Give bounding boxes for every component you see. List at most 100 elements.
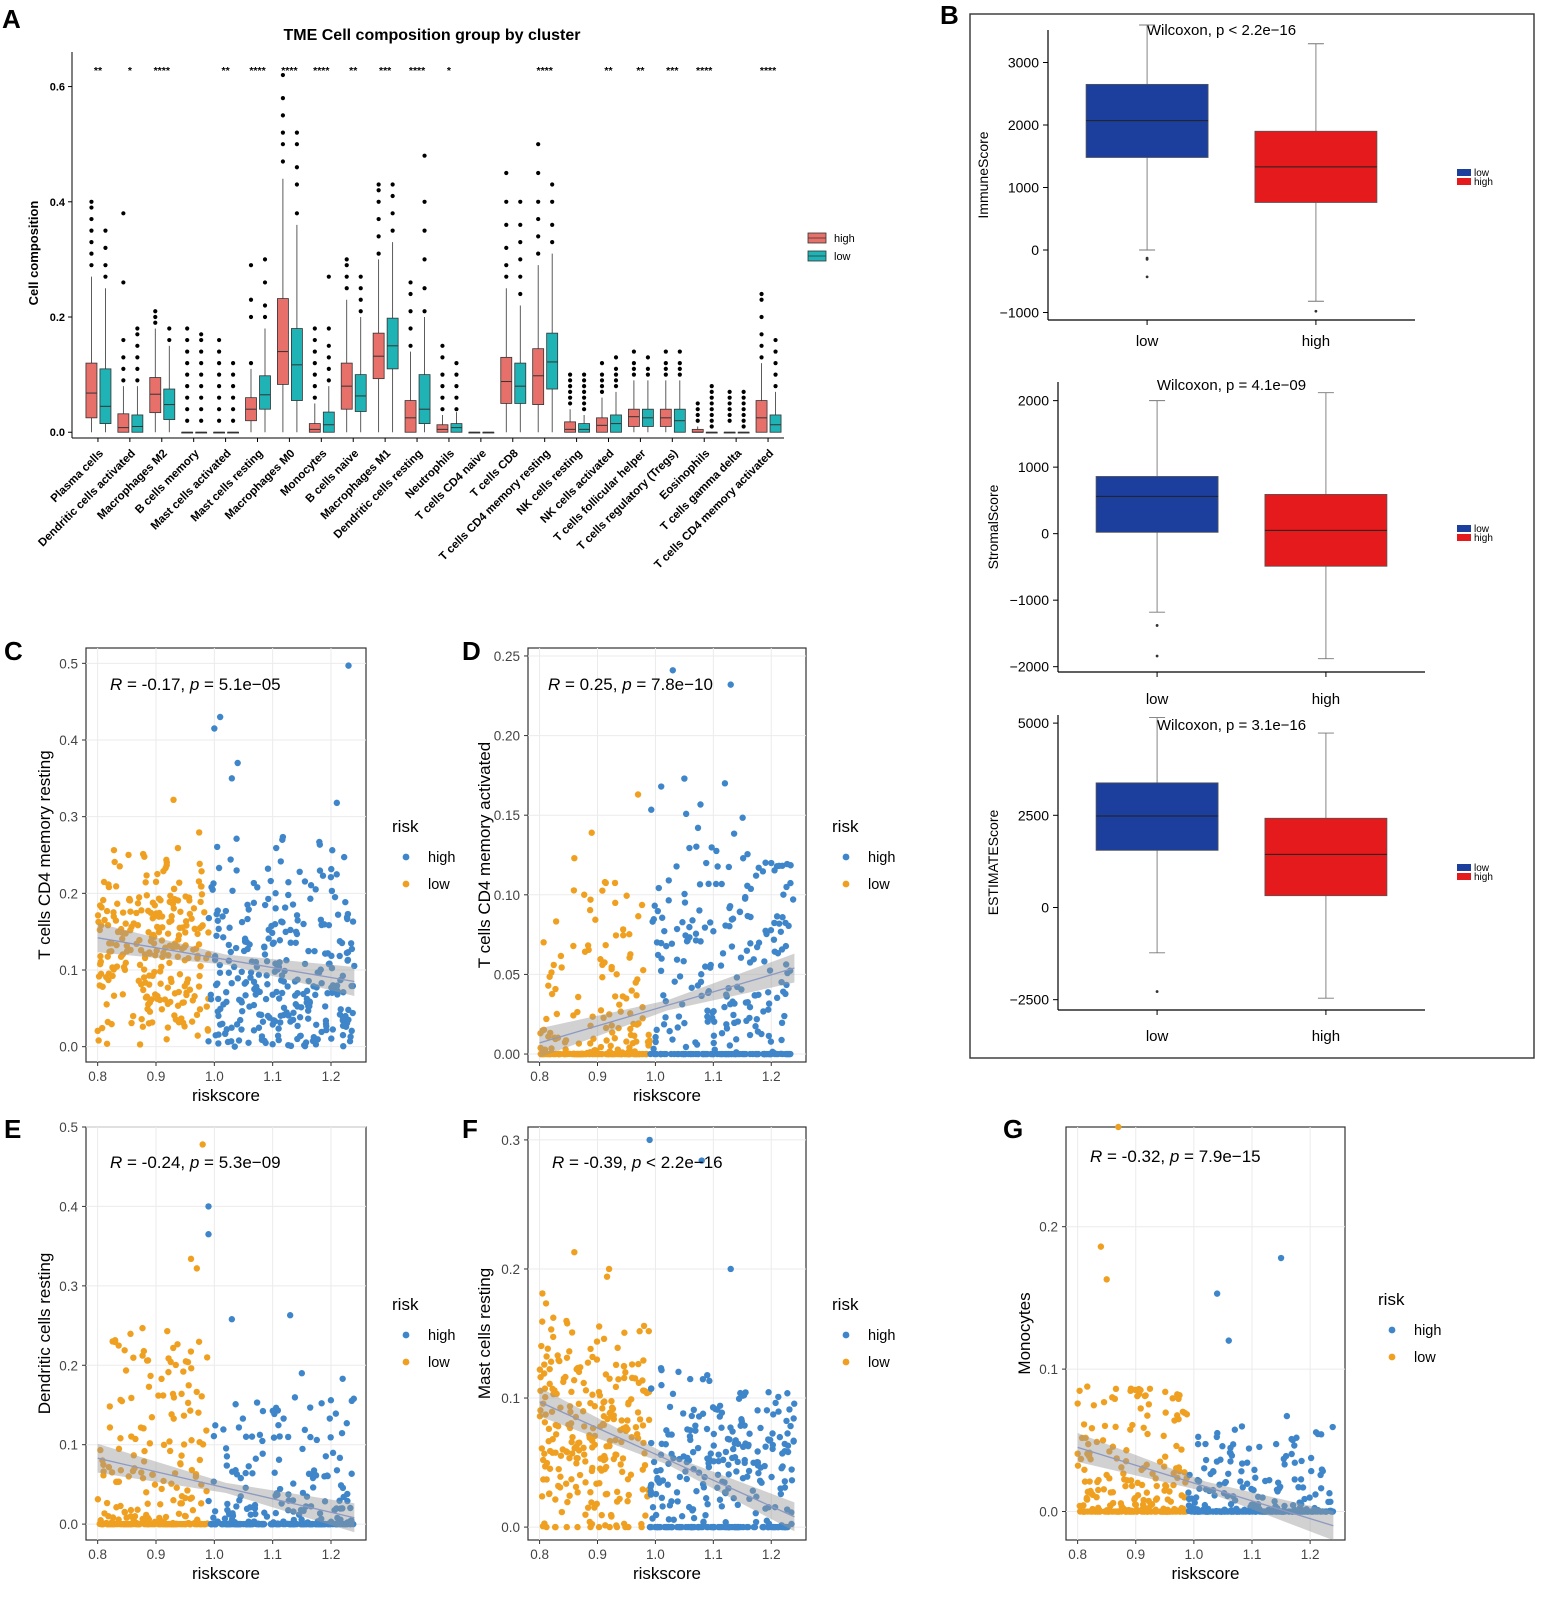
y-tick-label: 0.3 [59, 1279, 78, 1294]
point-low [1173, 1412, 1181, 1419]
point-low [113, 1504, 120, 1511]
point-low [117, 1396, 124, 1404]
point-high [710, 1032, 718, 1039]
point-high [1271, 1498, 1278, 1505]
a-outlier [581, 372, 587, 377]
point-high [1192, 1494, 1200, 1501]
point-high [778, 946, 786, 953]
point-low [608, 963, 615, 971]
point-low [1100, 1486, 1108, 1493]
y-tick-label: 0.20 [494, 729, 520, 744]
point-high [261, 901, 269, 909]
a-outlier [581, 389, 587, 395]
point-high [337, 1505, 344, 1512]
point-high [710, 1442, 717, 1449]
point-high [287, 1042, 295, 1050]
point-high [705, 1460, 712, 1467]
point-low [1170, 1470, 1177, 1477]
a-outlier [344, 257, 349, 262]
point-low [196, 924, 204, 932]
point-high [728, 916, 736, 923]
point-high [1260, 1508, 1268, 1515]
correlation-annotation: R = -0.17, p = 5.1e−05 [110, 675, 281, 694]
point-high [681, 1019, 688, 1027]
point-high [1296, 1499, 1303, 1506]
point-high [1227, 1458, 1234, 1465]
point-high [739, 855, 747, 862]
point-high [1282, 1452, 1290, 1460]
point-low [1121, 1476, 1128, 1483]
point-low [203, 1354, 211, 1361]
point-high [689, 1448, 697, 1456]
point-high [280, 1415, 287, 1422]
point-low [593, 1480, 600, 1487]
point-low [182, 929, 189, 936]
point-high [293, 912, 301, 919]
point-low [607, 1511, 615, 1519]
a-outlier [408, 343, 413, 348]
point-low [157, 980, 164, 987]
point-high [663, 942, 670, 950]
point-high [694, 982, 702, 989]
point-low [163, 856, 170, 864]
point-high [328, 865, 335, 873]
point-high [273, 988, 280, 996]
legend-key-low [842, 1358, 850, 1366]
point-high [322, 1020, 330, 1028]
point-low [569, 1433, 576, 1441]
point-high [692, 937, 700, 944]
point-low [140, 966, 148, 973]
point-low [553, 1010, 561, 1018]
point-high [773, 994, 781, 1002]
point-high [752, 872, 760, 879]
point-high [215, 995, 222, 1003]
b-box-low [1095, 476, 1219, 533]
point-high [1297, 1476, 1305, 1483]
point-low [574, 1050, 581, 1058]
a-outlier [199, 337, 204, 343]
point-low [115, 1445, 123, 1453]
point-high [765, 1006, 772, 1013]
point-outlier [228, 775, 236, 782]
point-low [599, 1405, 606, 1412]
point-high [234, 975, 242, 982]
point-low [606, 1011, 613, 1018]
point-high [762, 1443, 769, 1450]
point-low [176, 924, 183, 932]
point-high [233, 1021, 241, 1028]
point-low [194, 955, 201, 962]
a-significance-mark: ** [94, 65, 103, 77]
point-high [659, 1503, 666, 1510]
point-low [602, 1522, 609, 1529]
y-tick-label: 0.05 [494, 967, 520, 982]
a-outlier [390, 182, 395, 187]
point-low [1175, 1464, 1183, 1471]
point-high [1308, 1467, 1315, 1475]
point-low [140, 986, 147, 994]
b-y-tick-label: 3000 [1008, 55, 1039, 71]
point-high [1216, 1481, 1223, 1488]
point-high [764, 1523, 772, 1531]
point-outlier [588, 829, 595, 836]
point-low [103, 1001, 110, 1008]
point-high [650, 1458, 658, 1466]
point-low [1173, 1507, 1180, 1514]
point-low [181, 1512, 189, 1520]
point-low [596, 1465, 604, 1472]
point-outlier [170, 796, 177, 803]
a-outlier [121, 337, 126, 343]
point-low [541, 1520, 548, 1527]
a-outlier [613, 372, 619, 377]
a-outlier [709, 412, 714, 418]
point-high [348, 1027, 355, 1035]
point-high [722, 1448, 730, 1456]
point-low [1120, 1470, 1127, 1477]
annotation-p-value: = 5.1e−05 [199, 675, 280, 694]
point-low [170, 1344, 177, 1352]
point-high [272, 890, 279, 897]
point-high [344, 1497, 351, 1505]
a-outlier [536, 234, 541, 239]
a-significance-mark: **** [760, 65, 777, 77]
point-high [259, 1018, 267, 1025]
a-significance-mark: *** [666, 65, 679, 77]
